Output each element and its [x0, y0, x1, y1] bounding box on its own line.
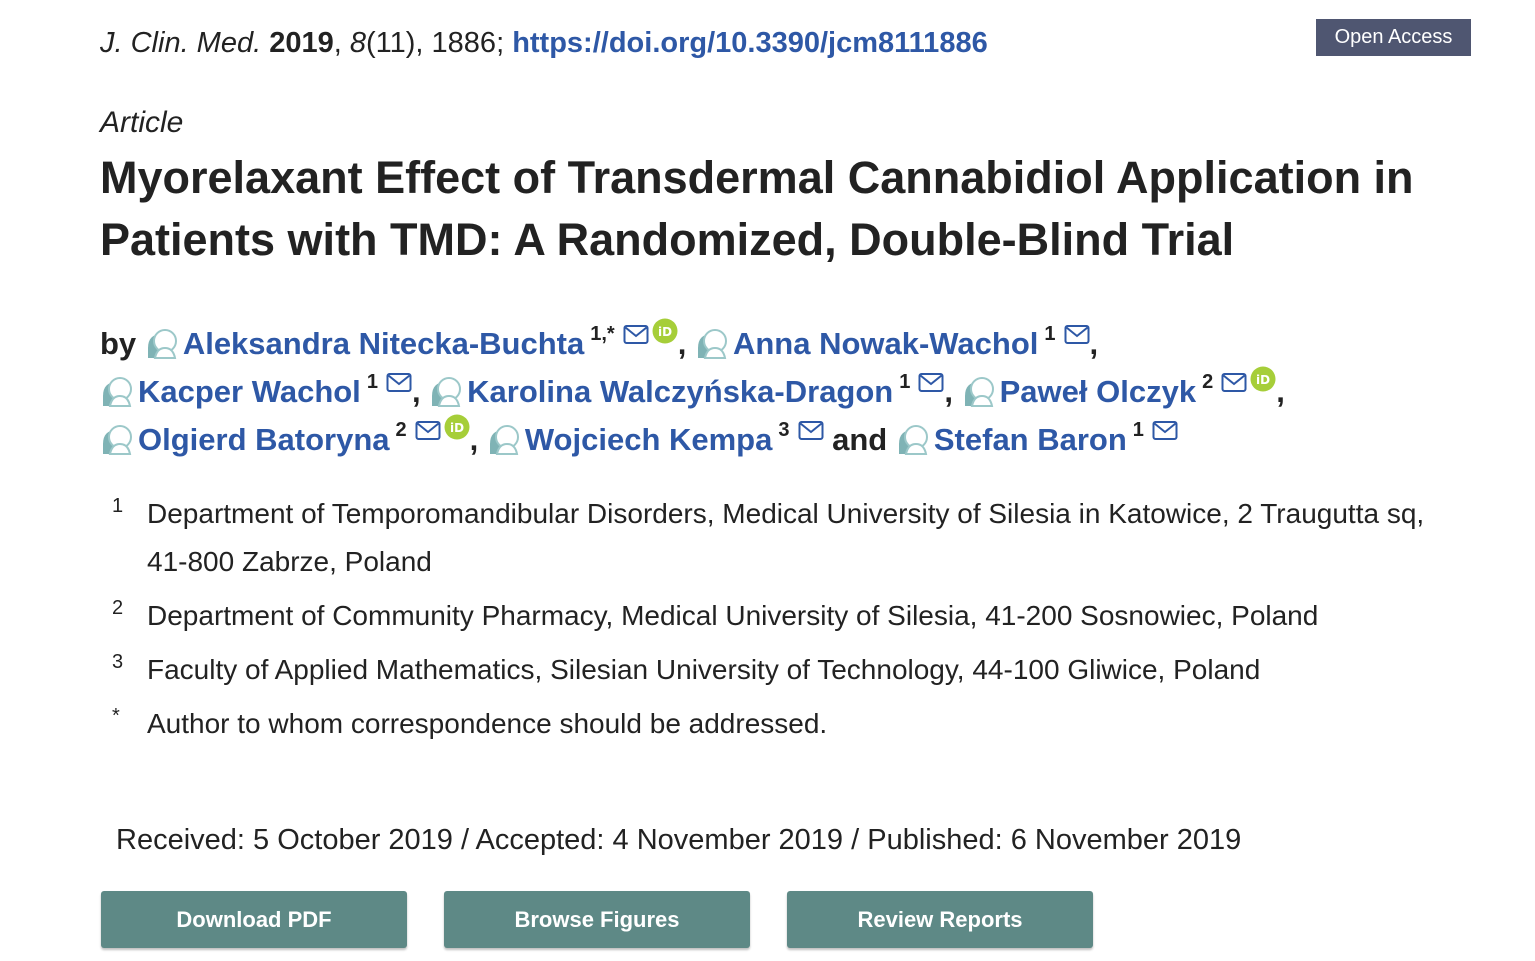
svg-text:iD: iD	[1256, 373, 1270, 387]
mail-icon[interactable]	[386, 372, 412, 394]
mail-icon[interactable]	[1064, 324, 1090, 346]
affiliation-text: Faculty of Applied Mathematics, Silesian…	[147, 654, 1261, 685]
author-entry: Wojciech Kempa 3	[487, 419, 824, 457]
author-affiliation-sup: 1	[366, 371, 378, 393]
author-avatar-icon[interactable]	[695, 326, 729, 360]
article-title: Myorelaxant Effect of Transdermal Cannab…	[100, 152, 1414, 265]
mail-icon[interactable]	[1152, 420, 1178, 442]
affiliation-item: 1 Department of Temporomandibular Disord…	[112, 490, 1442, 586]
author-affiliation-sup: 2	[395, 419, 407, 441]
author-avatar-icon[interactable]	[896, 422, 930, 456]
author-avatar-icon[interactable]	[487, 422, 521, 456]
author-affiliation-sup: 3	[778, 419, 790, 441]
author-affiliation-sup: 1	[1044, 323, 1056, 345]
svg-text:iD: iD	[658, 325, 672, 339]
author-entry: Kacper Wachol 1	[100, 371, 412, 409]
open-access-badge: Open Access	[1316, 19, 1471, 56]
author-name[interactable]: Anna Nowak-Wachol	[732, 326, 1039, 361]
author-name[interactable]: Olgierd Batoryna	[138, 422, 390, 457]
affiliation-text: Department of Temporomandibular Disorder…	[147, 498, 1425, 577]
authors-by-label: by	[100, 326, 137, 361]
author-avatar-icon[interactable]	[962, 374, 996, 408]
author-entry: Stefan Baron 1	[896, 419, 1178, 457]
affiliation-number: 2	[112, 597, 124, 619]
publication-dates: Received: 5 October 2019 / Accepted: 4 N…	[116, 824, 1242, 856]
affiliation-number: *	[112, 705, 120, 727]
article-type: Article	[100, 106, 184, 139]
author-affiliation-sup: 1	[1132, 419, 1144, 441]
author-entry: Anna Nowak-Wachol 1	[695, 323, 1090, 361]
journal-name: J. Clin. Med.	[100, 27, 262, 59]
publication-year: 2019	[269, 27, 334, 59]
download-pdf-button[interactable]: Download PDF	[101, 891, 407, 948]
affiliation-list: 1 Department of Temporomandibular Disord…	[112, 490, 1442, 754]
issue-pages: (11), 1886;	[366, 27, 505, 59]
affiliation-text: Department of Community Pharmacy, Medica…	[147, 600, 1319, 631]
author-name[interactable]: Paweł Olczyk	[999, 374, 1197, 409]
orcid-icon[interactable]: iD	[652, 318, 678, 344]
author-avatar-icon[interactable]	[100, 374, 134, 408]
orcid-icon[interactable]: iD	[1250, 366, 1276, 392]
browse-figures-button[interactable]: Browse Figures	[444, 891, 750, 948]
doi-link[interactable]: https://doi.org/10.3390/jcm8111886	[512, 27, 988, 59]
affiliation-item: 2 Department of Community Pharmacy, Medi…	[112, 592, 1442, 640]
author-name[interactable]: Wojciech Kempa	[524, 422, 773, 457]
author-affiliation-sup: 2	[1202, 371, 1214, 393]
authors-and-connector: and	[832, 422, 888, 457]
mail-icon[interactable]	[1221, 372, 1247, 394]
author-avatar-icon[interactable]	[429, 374, 463, 408]
author-name[interactable]: Karolina Walczyńska-Dragon	[467, 374, 894, 409]
affiliation-item: 3 Faculty of Applied Mathematics, Silesi…	[112, 646, 1442, 694]
author-entry: Karolina Walczyńska-Dragon 1	[429, 371, 944, 409]
author-entry: Olgierd Batoryna 2 iD	[100, 414, 470, 457]
review-reports-button[interactable]: Review Reports	[787, 891, 1093, 948]
svg-text:iD: iD	[450, 421, 464, 435]
author-line-3: Olgierd Batoryna 2 iD, Wojciech Kempa 3 and…	[100, 406, 1480, 457]
author-name[interactable]: Kacper Wachol	[138, 374, 361, 409]
author-affiliation-sup: 1,*	[590, 323, 615, 345]
author-line-2: Kacper Wachol 1, Karolina Walczyńska-Drag…	[100, 358, 1480, 409]
author-affiliation-sup: 1	[899, 371, 911, 393]
author-avatar-icon[interactable]	[100, 422, 134, 456]
mail-icon[interactable]	[415, 420, 441, 442]
mail-icon[interactable]	[798, 420, 824, 442]
mail-icon[interactable]	[918, 372, 944, 394]
orcid-icon[interactable]: iD	[444, 414, 470, 440]
affiliation-number: 1	[112, 495, 124, 517]
author-line-1: by Aleksandra Nitecka-Buchta 1,* iD, Anna …	[100, 310, 1480, 361]
affiliation-text: Author to whom correspondence should be …	[147, 708, 828, 739]
affiliation-item: * Author to whom correspondence should b…	[112, 700, 1442, 748]
citation-line: J. Clin. Med. 2019, 8(11), 1886; https:/…	[100, 27, 988, 59]
author-entry: Aleksandra Nitecka-Buchta 1,* iD	[145, 318, 678, 361]
volume-number: 8	[349, 27, 367, 59]
mail-icon[interactable]	[623, 324, 649, 346]
author-list: by Aleksandra Nitecka-Buchta 1,* iD, Anna …	[100, 310, 1480, 457]
author-name[interactable]: Stefan Baron	[933, 422, 1127, 457]
author-name[interactable]: Aleksandra Nitecka-Buchta	[182, 326, 585, 361]
author-avatar-icon[interactable]	[145, 326, 179, 360]
author-entry: Paweł Olczyk 2 iD	[962, 366, 1277, 409]
affiliation-number: 3	[112, 651, 124, 673]
